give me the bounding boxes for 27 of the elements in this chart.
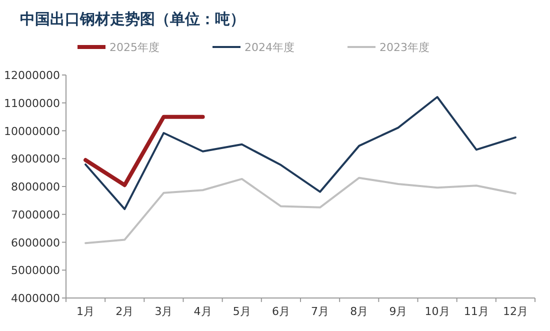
x-tick-label: 10月 (424, 305, 450, 318)
y-tick-label: 7000000 (11, 208, 60, 222)
x-tick-label: 2月 (116, 305, 134, 318)
y-tick-label: 10000000 (4, 124, 60, 138)
chart-title: 中国出口钢材走势图（单位：吨） (20, 10, 245, 28)
legend-label: 2024年度 (244, 41, 294, 54)
y-tick-label: 6000000 (11, 236, 60, 250)
x-tick-label: 11月 (464, 305, 489, 318)
line-series (84, 176, 516, 244)
x-tick-label: 5月 (232, 305, 251, 318)
line-series (84, 96, 516, 210)
x-tick-label: 6月 (272, 305, 290, 318)
legend-label: 2023年度 (380, 41, 430, 54)
y-tick-label: 5000000 (11, 264, 60, 278)
y-tick-label: 8000000 (11, 180, 60, 194)
x-tick-label: 12月 (502, 305, 528, 318)
legend-label: 2025年度 (110, 41, 160, 54)
x-tick-label: 9月 (389, 305, 408, 318)
y-tick-label: 9000000 (11, 152, 60, 166)
y-tick-label: 4000000 (11, 292, 60, 305)
y-tick-label: 12000000 (4, 69, 60, 82)
x-tick-label: 3月 (154, 305, 173, 318)
x-tick-label: 1月 (76, 305, 95, 318)
y-tick-label: 11000000 (4, 96, 60, 110)
x-tick-label: 8月 (350, 305, 368, 318)
x-tick-label: 4月 (194, 305, 212, 318)
x-tick-label: 7月 (311, 305, 330, 318)
